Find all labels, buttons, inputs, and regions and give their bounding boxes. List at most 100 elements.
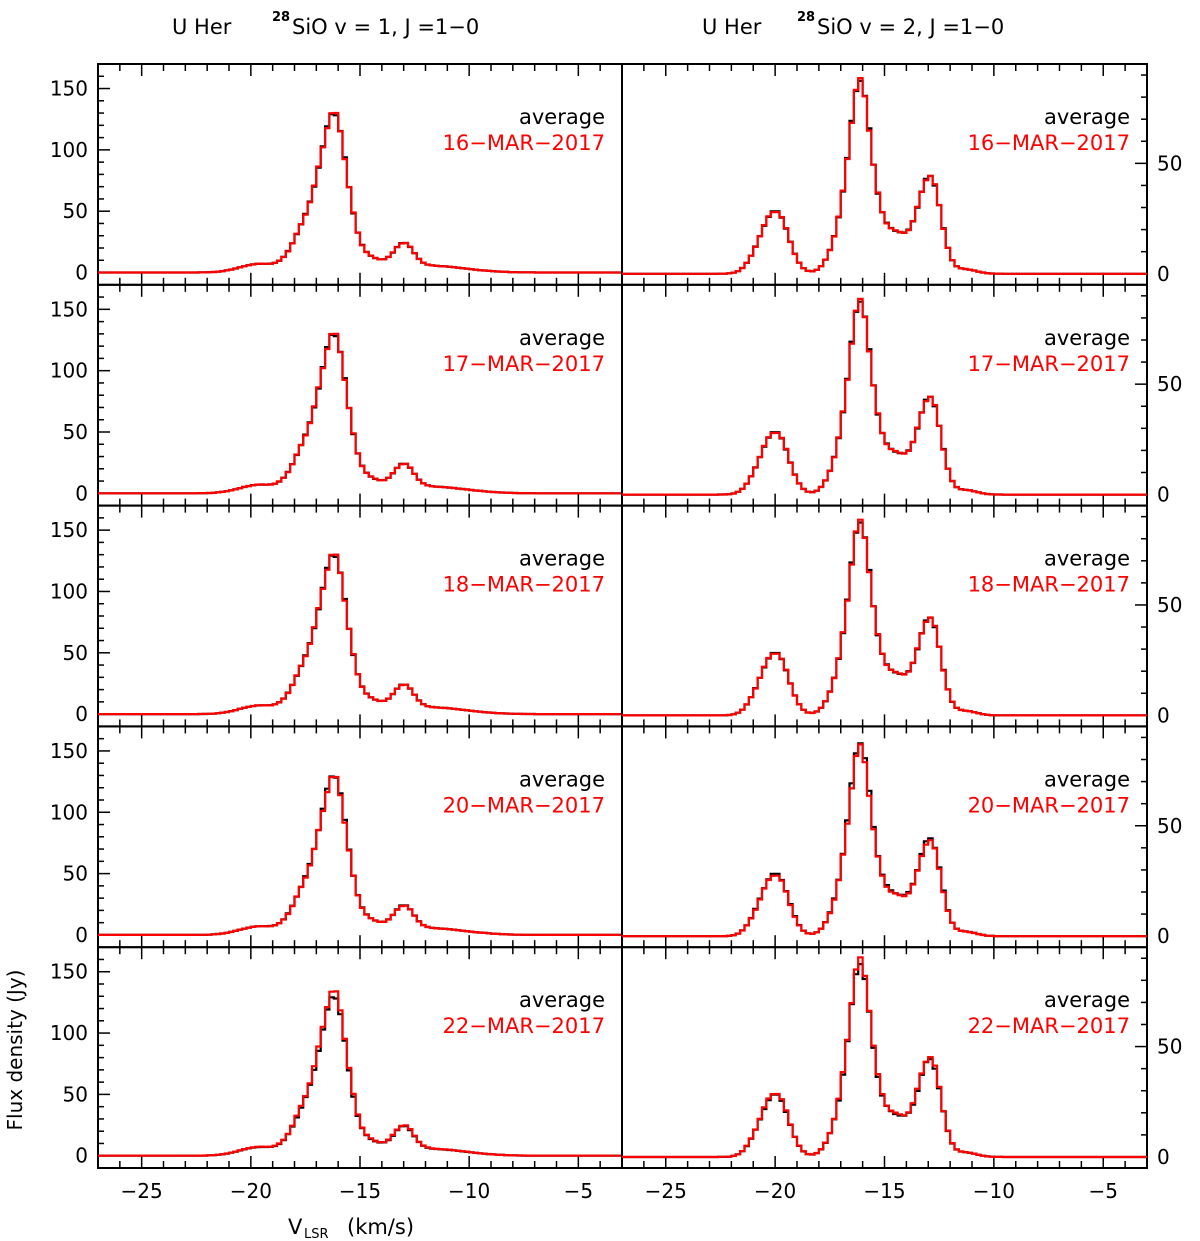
legend-average-label: average (519, 767, 605, 791)
legend-date-label: 16−MAR−2017 (443, 131, 605, 155)
daily-spectrum (622, 743, 1147, 938)
panel-frame (621, 946, 1148, 1170)
legend-date-label: 17−MAR−2017 (968, 352, 1130, 376)
legend-date-label: 18−MAR−2017 (968, 573, 1130, 597)
daily-spectrum (622, 956, 1147, 1159)
daily-spectrum (98, 332, 622, 495)
left-y-tick-label: 100 (50, 359, 88, 383)
y-axis-label: Flux density (Jy) (3, 970, 27, 1131)
x-tick-label: −25 (645, 1179, 687, 1203)
panel-frame (97, 504, 623, 728)
right-y-tick-label: 50 (1157, 593, 1182, 617)
panel-frame (621, 283, 1148, 507)
x-tick-label: −10 (448, 1179, 490, 1203)
daily-spectrum (98, 775, 622, 936)
left-y-tick-label: 150 (50, 297, 88, 321)
daily-spectrum (622, 518, 1147, 717)
left-y-tick-label: 50 (63, 199, 88, 223)
legend-average-label: average (519, 105, 605, 129)
panel-frame (97, 725, 623, 949)
panel-frame (97, 283, 623, 507)
left-y-tick-label: 0 (75, 923, 88, 947)
x-axis-label-unit: (km/s) (347, 1215, 414, 1239)
left-y-tick-label: 50 (63, 862, 88, 886)
left-y-tick-label: 100 (50, 579, 88, 603)
legend-date-label: 18−MAR−2017 (443, 573, 605, 597)
daily-spectrum (622, 77, 1147, 275)
right-y-tick-label: 50 (1157, 151, 1182, 175)
legend-date-label: 20−MAR−2017 (443, 793, 605, 817)
legend-date-label: 20−MAR−2017 (968, 793, 1130, 817)
right-column-isotope: 28 (797, 10, 815, 25)
daily-spectrum (98, 990, 622, 1157)
x-tick-label: −25 (121, 1179, 163, 1203)
right-y-tick-label: 0 (1157, 262, 1170, 286)
left-y-tick-label: 150 (50, 77, 88, 101)
right-y-tick-label: 0 (1157, 1145, 1170, 1169)
x-axis-label-subscript: LSR (304, 1227, 329, 1241)
x-axis-label-main: V (288, 1215, 303, 1239)
left-y-tick-label: 100 (50, 138, 88, 162)
daily-spectrum (98, 553, 622, 716)
legend-date-label: 22−MAR−2017 (443, 1014, 605, 1038)
right-y-tick-label: 50 (1157, 1035, 1182, 1059)
left-y-tick-label: 0 (75, 1144, 88, 1168)
left-column-title-molecule: SiO v = 1, J =1−0 (292, 15, 479, 39)
left-y-tick-label: 150 (50, 960, 88, 984)
panel-frame (621, 725, 1148, 949)
left-y-tick-label: 50 (63, 641, 88, 665)
panel-frame (97, 946, 623, 1170)
panel-frame (621, 504, 1148, 728)
x-tick-label: −5 (564, 1179, 593, 1203)
left-y-tick-label: 150 (50, 518, 88, 542)
legend-date-label: 22−MAR−2017 (968, 1014, 1130, 1038)
left-y-tick-label: 50 (63, 1082, 88, 1106)
left-y-tick-label: 0 (75, 702, 88, 726)
legend-average-label: average (1044, 767, 1130, 791)
legend-average-label: average (519, 326, 605, 350)
legend-date-label: 17−MAR−2017 (443, 352, 605, 376)
x-tick-label: −20 (230, 1179, 272, 1203)
panel-frame (621, 63, 1148, 286)
left-y-tick-label: 100 (50, 1021, 88, 1045)
x-tick-label: −15 (863, 1179, 905, 1203)
x-tick-label: −15 (339, 1179, 381, 1203)
right-column-title-prefix: U Her (702, 15, 762, 39)
legend-date-label: 16−MAR−2017 (968, 131, 1130, 155)
panel-frame (97, 63, 623, 286)
x-tick-label: −20 (754, 1179, 796, 1203)
left-column-title-prefix: U Her (172, 15, 232, 39)
right-column-title-molecule: SiO v = 2, J =1−0 (817, 15, 1004, 39)
legend-average-label: average (1044, 326, 1130, 350)
legend-average-label: average (1044, 988, 1130, 1012)
left-y-tick-label: 0 (75, 481, 88, 505)
x-tick-label: −5 (1089, 1179, 1118, 1203)
right-y-tick-label: 0 (1157, 483, 1170, 507)
legend-average-label: average (519, 988, 605, 1012)
legend-average-label: average (1044, 105, 1130, 129)
right-y-tick-label: 0 (1157, 924, 1170, 948)
left-y-tick-label: 150 (50, 739, 88, 763)
left-y-tick-label: 100 (50, 800, 88, 824)
right-y-tick-label: 50 (1157, 372, 1182, 396)
right-y-tick-label: 50 (1157, 814, 1182, 838)
legend-average-label: average (1044, 547, 1130, 571)
left-y-tick-label: 50 (63, 420, 88, 444)
daily-spectrum (98, 111, 622, 274)
left-y-tick-label: 0 (75, 261, 88, 285)
panel-grid: 050100150average16−MAR−2017050average16−… (50, 63, 1182, 1203)
right-y-tick-label: 0 (1157, 703, 1170, 727)
legend-average-label: average (519, 547, 605, 571)
daily-spectrum (622, 297, 1147, 496)
